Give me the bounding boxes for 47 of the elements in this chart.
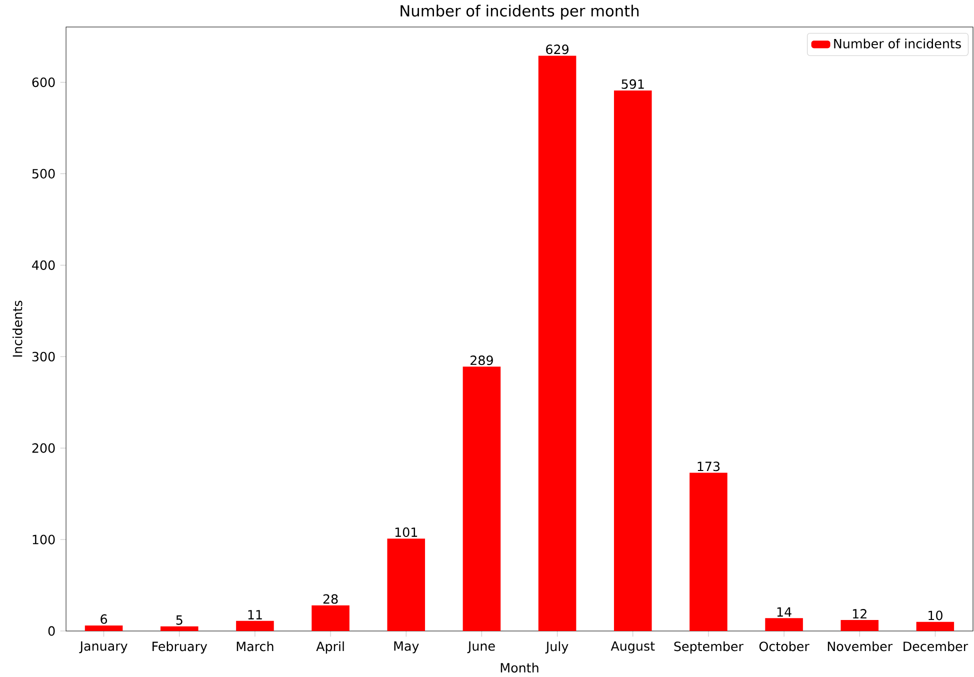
y-tick-label: 400 <box>32 260 55 270</box>
bar <box>614 90 652 631</box>
y-tick-label: 0 <box>48 626 55 636</box>
data-label: 6 <box>100 614 108 624</box>
x-tick-label: May <box>394 641 419 654</box>
data-label: 629 <box>546 44 568 54</box>
data-label: 10 <box>928 610 942 620</box>
data-label: 12 <box>852 609 866 618</box>
x-tick-label: December <box>904 641 968 652</box>
x-tick-label: June <box>467 641 495 654</box>
bar <box>387 538 426 631</box>
bar <box>312 605 350 631</box>
x-tick-label: March <box>236 641 274 652</box>
y-axis-title: Incidents <box>12 300 22 357</box>
bar <box>160 626 198 631</box>
bar <box>538 56 576 631</box>
data-label: 11 <box>248 610 262 620</box>
y-tick-label: 200 <box>32 443 55 453</box>
bar <box>84 626 123 631</box>
x-tick-label: January <box>79 641 128 654</box>
legend-label: Number of incidents <box>834 38 961 48</box>
data-label: 591 <box>622 79 644 89</box>
x-tick-label: October <box>759 641 810 652</box>
x-tick-label: April <box>316 641 344 654</box>
data-label: 101 <box>395 527 418 538</box>
bar <box>236 620 274 631</box>
data-label: 5 <box>176 615 182 625</box>
bar <box>690 472 728 631</box>
data-label: 289 <box>470 356 493 366</box>
bar <box>765 618 803 631</box>
data-label: 28 <box>323 594 338 604</box>
bar <box>840 620 879 631</box>
y-tick-label: 300 <box>32 352 55 362</box>
x-tick-label: July <box>545 641 568 654</box>
y-tick-label: 500 <box>32 168 55 179</box>
chart-title: Number of incidents per month <box>400 4 639 20</box>
x-axis-title: Month <box>500 662 538 673</box>
x-tick-label: February <box>152 641 208 654</box>
bar <box>462 366 501 631</box>
data-label: 173 <box>698 462 720 472</box>
bar <box>916 622 954 631</box>
x-tick-label: August <box>610 641 655 654</box>
data-label: 14 <box>777 607 792 617</box>
y-tick-label: 100 <box>32 534 55 544</box>
y-tick-label: 600 <box>32 77 55 88</box>
x-tick-label: September <box>674 641 744 654</box>
x-tick-label: November <box>828 641 893 652</box>
